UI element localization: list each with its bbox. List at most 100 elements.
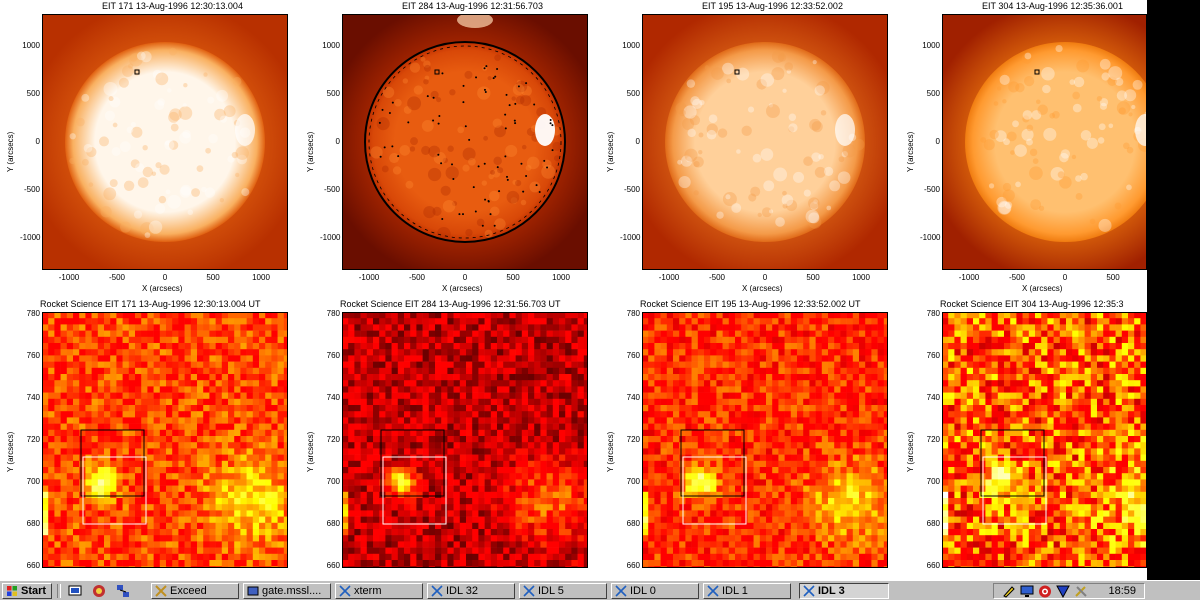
- y-tick-label: 0: [35, 137, 40, 146]
- y-tick-label: 500: [626, 89, 640, 98]
- taskbar-button-label: IDL 0: [630, 585, 656, 597]
- taskbar-button-label: xterm: [354, 585, 382, 597]
- y-tick-label: 500: [26, 89, 40, 98]
- taskbar-button[interactable]: xterm: [335, 583, 423, 599]
- x-tick-label: -500: [1008, 273, 1025, 282]
- x-tick-label: 1000: [552, 273, 570, 282]
- y-tick-label: 0: [335, 137, 340, 146]
- tools-icon[interactable]: [1074, 585, 1088, 598]
- y-tick-label: 500: [326, 89, 340, 98]
- taskbar-button[interactable]: IDL 5: [519, 583, 607, 599]
- y-axis-label: Y (arcsecs): [906, 131, 915, 172]
- y-tick-label: 760: [926, 351, 940, 360]
- y-tick-label: 660: [626, 561, 640, 570]
- box-white: [82, 456, 147, 525]
- x-axis-label: X (arcsecs): [442, 284, 483, 293]
- taskbar-button-label: IDL 32: [446, 585, 479, 597]
- taskbar-button-label: Exceed: [170, 585, 207, 597]
- y-tick-label: 780: [326, 309, 340, 318]
- box-white: [982, 456, 1047, 525]
- selection-box: [734, 69, 740, 75]
- taskbar-button[interactable]: IDL 3: [799, 583, 889, 599]
- target-icon[interactable]: [1038, 585, 1052, 598]
- selection-box: [134, 69, 140, 75]
- y-tick-label: 700: [626, 477, 640, 486]
- black-margin: [1147, 0, 1200, 580]
- x-tick-label: -1000: [958, 273, 980, 282]
- y-tick-label: 720: [26, 435, 40, 444]
- sun-disk: [65, 42, 265, 242]
- clock: 18:59: [1108, 585, 1136, 597]
- taskbar-button[interactable]: IDL 1: [703, 583, 791, 599]
- system-tray: 18:59: [993, 583, 1145, 599]
- network-icon[interactable]: [116, 584, 130, 598]
- desktop-icon[interactable]: [68, 584, 82, 598]
- y-tick-label: -500: [323, 185, 340, 194]
- sun-disk: [665, 42, 865, 242]
- x-tick-label: 1000: [252, 273, 270, 282]
- box-black: [80, 429, 145, 497]
- taskbar-button[interactable]: Exceed: [151, 583, 239, 599]
- panel-title: EIT 304 13-Aug-1996 12:35:36.001: [982, 1, 1123, 11]
- box-white: [682, 456, 747, 525]
- y-tick-label: 720: [626, 435, 640, 444]
- y-axis-label: Y (arcsecs): [906, 431, 915, 472]
- zoom-image[interactable]: [42, 312, 288, 568]
- panel-title: Rocket Science EIT 195 13-Aug-1996 12:33…: [640, 299, 861, 309]
- taskbar-button-label: IDL 1: [722, 585, 748, 597]
- y-tick-label: -1000: [920, 233, 941, 242]
- start-button[interactable]: Start: [2, 583, 52, 599]
- taskbar: Start Exceed gate.mssl.... xterm IDL 32 IDL …: [0, 580, 1200, 600]
- x-tick-label: -1000: [58, 273, 80, 282]
- y-tick-label: 700: [326, 477, 340, 486]
- pencil-icon[interactable]: [1002, 585, 1016, 598]
- y-axis-label: Y (arcsecs): [306, 131, 315, 172]
- taskbar-button[interactable]: IDL 0: [611, 583, 699, 599]
- taskbar-button[interactable]: IDL 32: [427, 583, 515, 599]
- y-tick-label: 700: [26, 477, 40, 486]
- y-tick-label: 760: [626, 351, 640, 360]
- y-tick-label: 740: [326, 393, 340, 402]
- y-tick-label: 780: [626, 309, 640, 318]
- zoom-image[interactable]: [942, 312, 1147, 568]
- x-tick-label: -1000: [358, 273, 380, 282]
- x-axis-label: X (arcsecs): [742, 284, 783, 293]
- selection-box: [434, 69, 440, 75]
- y-tick-label: -1000: [320, 233, 341, 242]
- y-tick-label: 760: [326, 351, 340, 360]
- full-disk-image[interactable]: [942, 14, 1147, 270]
- y-tick-label: 1000: [22, 41, 40, 50]
- y-axis-label: Y (arcsecs): [306, 431, 315, 472]
- y-tick-label: 700: [926, 477, 940, 486]
- x-cross-icon: [431, 585, 443, 597]
- taskbar-button-label: IDL 3: [818, 585, 845, 597]
- y-tick-label: 740: [26, 393, 40, 402]
- panel-title: EIT 171 13-Aug-1996 12:30:13.004: [102, 1, 243, 11]
- y-tick-label: 1000: [922, 41, 940, 50]
- y-tick-label: 680: [626, 519, 640, 528]
- monitor-icon[interactable]: [1020, 585, 1034, 598]
- full-disk-image[interactable]: [642, 14, 888, 270]
- x-cross-icon: [523, 585, 535, 597]
- taskbar-button[interactable]: gate.mssl....: [243, 583, 331, 599]
- selection-box: [1034, 69, 1040, 75]
- y-tick-label: -500: [23, 185, 40, 194]
- zoom-image[interactable]: [342, 312, 588, 568]
- x-axis-label: X (arcsecs): [142, 284, 183, 293]
- zoom-image[interactable]: [642, 312, 888, 568]
- y-axis-label: Y (arcsecs): [6, 131, 15, 172]
- y-tick-label: 0: [635, 137, 640, 146]
- full-disk-image[interactable]: [342, 14, 588, 270]
- taskbar-separator: [57, 584, 61, 598]
- x-tick-label: 500: [1106, 273, 1120, 282]
- x-cross-icon: [339, 585, 351, 597]
- internet-icon[interactable]: [92, 584, 106, 598]
- full-disk-image[interactable]: [42, 14, 288, 270]
- shield-icon[interactable]: [1056, 585, 1070, 598]
- panel-title: Rocket Science EIT 284 13-Aug-1996 12:31…: [340, 299, 561, 309]
- y-axis-label: Y (arcsecs): [606, 131, 615, 172]
- x-cross-icon: [803, 585, 815, 597]
- y-tick-label: 720: [326, 435, 340, 444]
- x-tick-label: 1000: [852, 273, 870, 282]
- box-black: [680, 429, 745, 497]
